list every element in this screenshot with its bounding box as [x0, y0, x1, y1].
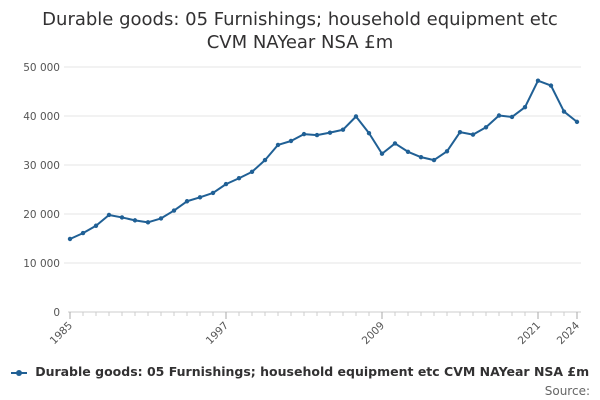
series-layer	[67, 78, 580, 242]
data-point[interactable]	[561, 109, 567, 114]
x-axis-ticks: 1985 1997 2009 2021 2024	[48, 319, 583, 347]
data-point[interactable]	[366, 130, 372, 136]
legend-swatch	[10, 368, 27, 378]
data-point[interactable]	[288, 138, 294, 144]
data-point[interactable]	[210, 190, 216, 196]
data-point[interactable]	[483, 125, 489, 130]
data-point[interactable]	[457, 129, 463, 135]
data-point[interactable]	[301, 131, 307, 137]
legend[interactable]: Durable goods: 05 Furnishings; household…	[0, 364, 600, 379]
data-point[interactable]	[158, 216, 164, 221]
data-point[interactable]	[444, 149, 450, 154]
data-point[interactable]	[236, 176, 242, 181]
data-point[interactable]	[67, 236, 73, 242]
legend-label: Durable goods: 05 Furnishings; household…	[35, 364, 590, 379]
data-point[interactable]	[379, 151, 385, 156]
source-label: Source:	[544, 384, 590, 398]
y-tick-label: 50 000	[23, 62, 60, 74]
data-point[interactable]	[132, 218, 138, 223]
y-tick-label: 30 000	[23, 160, 60, 172]
data-point[interactable]	[470, 132, 476, 137]
data-point[interactable]	[327, 130, 333, 135]
data-point[interactable]	[80, 230, 86, 236]
data-point[interactable]	[262, 157, 268, 163]
chart-title: Durable goods: 05 Furnishings; household…	[0, 8, 600, 54]
data-point[interactable]	[574, 119, 580, 125]
data-point[interactable]	[535, 78, 541, 83]
data-point[interactable]	[353, 114, 359, 119]
data-point[interactable]	[392, 141, 398, 146]
y-tick-label: 10 000	[23, 258, 60, 270]
x-tick-label: 2009	[360, 320, 387, 347]
x-tick-label: 1985	[48, 320, 75, 347]
y-tick-label: 0	[53, 307, 60, 319]
data-point[interactable]	[93, 223, 99, 228]
data-point[interactable]	[509, 114, 515, 120]
data-point[interactable]	[522, 104, 528, 110]
data-point[interactable]	[249, 169, 255, 175]
data-point[interactable]	[184, 199, 190, 204]
axes	[68, 311, 581, 319]
x-tick-label: 2024	[555, 319, 583, 347]
data-point[interactable]	[431, 157, 437, 163]
chart-title-line-2: CVM NAYear NSA £m	[206, 32, 394, 53]
data-point[interactable]	[340, 127, 346, 132]
data-point[interactable]	[418, 154, 424, 160]
y-axis-ticks: 0 10 000 20 000 30 000 40 000 50 000	[23, 62, 60, 319]
x-tick-label: 1997	[204, 320, 231, 347]
y-tick-label: 40 000	[23, 111, 60, 123]
data-point[interactable]	[405, 149, 411, 154]
series-line	[69, 79, 578, 240]
data-point[interactable]	[171, 208, 177, 213]
data-point[interactable]	[106, 212, 112, 218]
data-point[interactable]	[275, 142, 281, 148]
data-point[interactable]	[223, 181, 229, 187]
y-tick-label: 20 000	[23, 209, 60, 221]
data-point[interactable]	[314, 132, 320, 138]
data-point[interactable]	[548, 83, 554, 88]
data-point[interactable]	[496, 113, 502, 118]
data-point[interactable]	[119, 215, 125, 220]
x-tick-label: 2021	[516, 320, 543, 347]
data-point[interactable]	[145, 220, 151, 225]
data-point[interactable]	[197, 195, 203, 200]
gridlines	[64, 66, 581, 264]
chart-title-line-1: Durable goods: 05 Furnishings; household…	[42, 9, 558, 30]
